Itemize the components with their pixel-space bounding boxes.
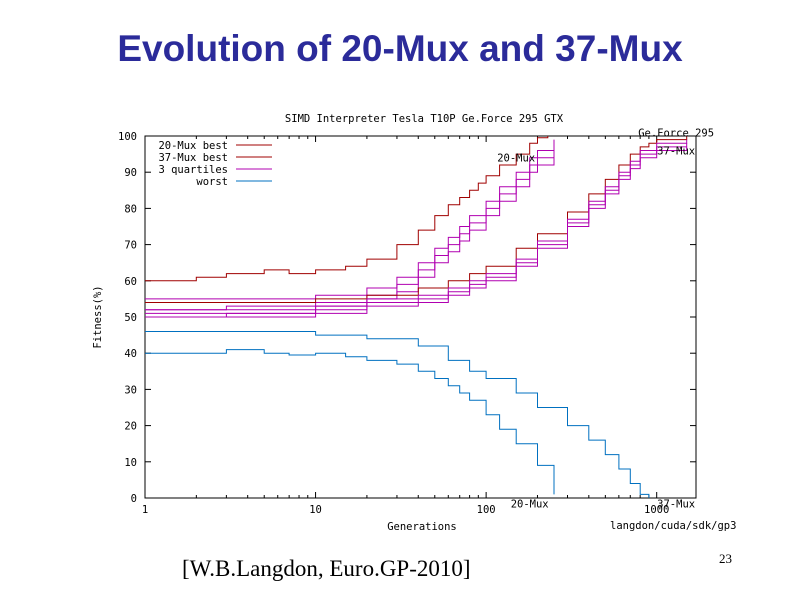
series-line-0 <box>145 136 549 282</box>
x-tick-label: 1 <box>142 504 148 516</box>
y-tick-label: 40 <box>124 348 137 360</box>
series-line-5 <box>145 136 688 303</box>
y-tick-label: 100 <box>118 131 137 143</box>
y-tick-label: 50 <box>124 312 137 324</box>
y-tick-label: 0 <box>131 493 137 505</box>
y-tick-label: 60 <box>124 276 137 288</box>
x-tick-label: 100 <box>477 504 496 516</box>
series-line-4 <box>145 349 555 495</box>
y-tick-label: 20 <box>124 421 137 433</box>
y-tick-label: 30 <box>124 384 137 396</box>
page-number: 23 <box>719 551 732 566</box>
annotation-text: Ge.Force 295 <box>638 127 714 139</box>
legend-entry-label: 3 quartiles <box>158 164 228 176</box>
series-line-9 <box>145 331 650 498</box>
legend-entry-label: 37-Mux best <box>158 152 228 164</box>
x-tick-label: 10 <box>309 504 322 516</box>
y-tick-label: 10 <box>124 457 137 469</box>
annotation-text: 37-Mux <box>657 145 695 157</box>
annotations: 20-Mux Ge.Force 295 37-Mux 20-Mux 37-Mux lang… <box>497 127 736 532</box>
y-tick-label: 70 <box>124 240 137 252</box>
y-tick-label: 90 <box>124 167 137 179</box>
chart-title: SIMD Interpreter Tesla T10P Ge.Force 295… <box>285 113 564 125</box>
y-tick-label: 80 <box>124 203 137 215</box>
x-axis-label: Generations <box>387 521 457 533</box>
citation: [W.B.Langdon, Euro.GP-2010] <box>182 556 471 581</box>
series-lines <box>145 136 688 498</box>
fitness-chart: SIMD Interpreter Tesla T10P Ge.Force 295… <box>92 113 736 533</box>
annotation-text: 37-Mux <box>657 498 695 510</box>
legend-entry-label: 20-Mux best <box>158 140 228 152</box>
x-tick-label: 1000 <box>644 504 669 516</box>
slide-title: Evolution of 20-Mux and 37-Mux <box>117 28 683 69</box>
y-axis-label: Fitness(%) <box>92 285 104 348</box>
series-line-8 <box>145 146 688 318</box>
annotation-text: 20-Mux <box>497 153 535 165</box>
annotation-text: 20-Mux <box>511 498 549 510</box>
annotation-text: langdon/cuda/sdk/gp3 <box>610 520 736 532</box>
legend-entry-label: worst <box>196 176 228 188</box>
